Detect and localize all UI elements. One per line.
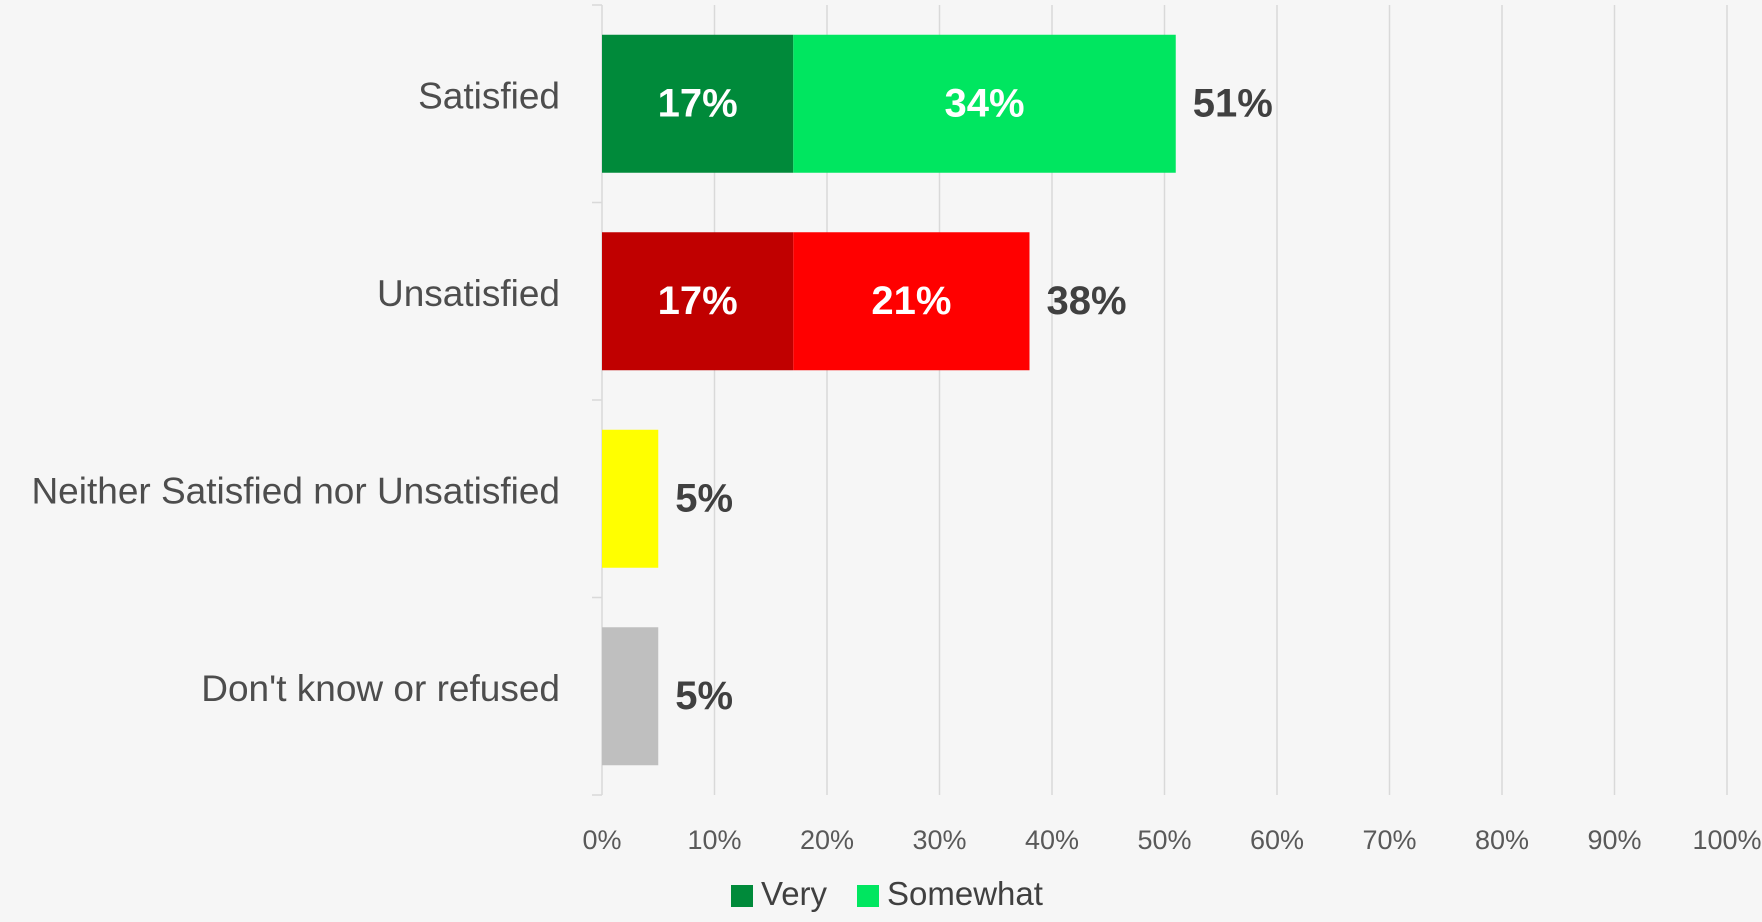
bar-segment — [602, 232, 794, 371]
x-tick-label: 70% — [1362, 825, 1416, 855]
category-label: Satisfied — [418, 76, 560, 117]
total-data-label: 38% — [1047, 279, 1127, 323]
x-tick-label: 10% — [687, 825, 741, 855]
x-tick-label: 80% — [1475, 825, 1529, 855]
bar-segment — [793, 34, 1176, 173]
category-label: Don't know or refused — [201, 668, 560, 709]
x-tick-label: 60% — [1250, 825, 1304, 855]
bar-segment — [602, 627, 659, 766]
segment-data-label: 17% — [658, 81, 738, 125]
legend-label: Somewhat — [887, 875, 1043, 912]
x-tick-label: 40% — [1025, 825, 1079, 855]
x-tick-label: 90% — [1587, 825, 1641, 855]
bars — [602, 34, 1176, 766]
segment-data-label: 34% — [944, 81, 1024, 125]
x-tick-label: 30% — [912, 825, 966, 855]
segment-data-label: 21% — [871, 279, 951, 323]
legend-label: Very — [761, 875, 828, 912]
x-tick-label: 0% — [582, 825, 621, 855]
legend-swatch — [731, 885, 753, 907]
category-label: Neither Satisfied nor Unsatisfied — [31, 471, 560, 512]
category-label: Unsatisfied — [377, 273, 560, 314]
labels: 0% 10% 20% 30% 40% 50% 60% 70% 80% 90% 100% Satisfi… — [31, 76, 1761, 855]
x-tick-label: 20% — [800, 825, 854, 855]
segment-data-label: 17% — [658, 279, 738, 323]
legend-swatch — [857, 885, 879, 907]
total-data-label: 51% — [1193, 81, 1273, 125]
bar-segment — [602, 34, 794, 173]
x-tick-label: 50% — [1137, 825, 1191, 855]
bar-segment — [793, 232, 1030, 371]
total-data-label: 5% — [675, 476, 733, 520]
total-data-label: 5% — [675, 674, 733, 718]
x-tick-label: 100% — [1692, 825, 1761, 855]
legend: Very Somewhat — [731, 875, 1043, 912]
bar-segment — [602, 429, 659, 568]
